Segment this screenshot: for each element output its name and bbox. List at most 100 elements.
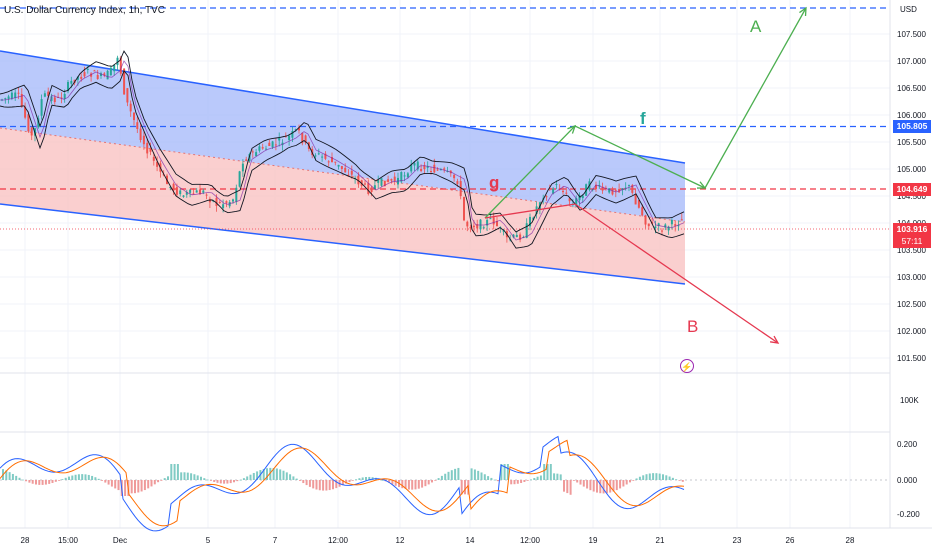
candle-body <box>139 128 142 141</box>
candle-body <box>631 185 634 193</box>
candle-body <box>443 168 446 170</box>
candle-body <box>24 106 27 118</box>
macd-histogram-bar <box>589 480 592 491</box>
candle-body <box>238 171 241 187</box>
candle-body <box>654 226 657 229</box>
candle-body <box>146 142 149 154</box>
macd-histogram-bar <box>539 475 542 480</box>
macd-histogram-bar <box>266 468 268 480</box>
macd-histogram-bar <box>94 477 97 480</box>
scenario-arrows <box>484 6 807 344</box>
time-tick-label: 19 <box>589 536 598 545</box>
macd-histogram-bar <box>305 480 308 486</box>
macd-pane <box>0 435 685 532</box>
scenario-up-leg <box>704 7 807 189</box>
candle-body <box>288 135 291 141</box>
candle-body <box>100 73 102 76</box>
candle-body <box>347 174 350 176</box>
candle-body <box>377 180 380 183</box>
macd-histogram-bar <box>101 480 103 481</box>
candle-body <box>215 197 218 206</box>
macd-histogram-bar <box>421 480 424 488</box>
macd-histogram-bar <box>318 480 321 491</box>
time-tick-label: 28 <box>21 536 30 545</box>
candle-body <box>265 148 267 150</box>
candle-body <box>20 93 23 107</box>
time-tick-label: Dec <box>113 536 127 545</box>
arrow-head <box>567 124 577 134</box>
macd-histogram-bar <box>84 474 87 480</box>
macd-histogram-bar <box>490 477 493 480</box>
candle-body <box>86 68 89 70</box>
candle-body <box>222 204 225 209</box>
macd-histogram-bar <box>312 480 315 489</box>
macd-histogram-bar <box>223 480 226 484</box>
signal-line <box>0 439 685 527</box>
macd-histogram-bar <box>167 476 169 480</box>
macd-histogram-bar <box>371 477 374 480</box>
macd-histogram-bar <box>25 480 28 482</box>
macd-histogram-bar <box>302 480 305 484</box>
candle-body <box>192 193 195 195</box>
arrow-head <box>769 335 780 344</box>
macd-histogram-bar <box>556 473 559 480</box>
macd-histogram-bar <box>226 480 229 484</box>
price-tick-label: 106.000 <box>897 111 926 120</box>
candle-body <box>156 161 159 167</box>
macd-histogram-bar <box>186 472 189 480</box>
macd-histogram-bar <box>325 480 328 491</box>
macd-histogram-bar <box>351 480 354 481</box>
macd-histogram-bar <box>530 479 532 481</box>
macd-histogram-bar <box>153 480 156 485</box>
macd-histogram-bar <box>213 480 216 482</box>
volume-scale-label: 100K <box>900 396 919 405</box>
candle-body <box>373 185 376 190</box>
macd-histogram-bar <box>671 477 674 480</box>
channel-upper-fill <box>0 51 685 222</box>
symbol-title[interactable]: U.S. Dollar Currency Index, 1h, TVC <box>4 5 165 16</box>
macd-histogram-bar <box>602 480 605 494</box>
candle-body <box>647 223 650 227</box>
macd-histogram-bar <box>549 464 552 480</box>
macd-histogram-bar <box>170 464 173 480</box>
candle-body <box>552 188 555 194</box>
macd-histogram-bar <box>21 479 24 481</box>
candle-body <box>109 67 112 76</box>
candle-body <box>113 64 116 72</box>
lightning-icon[interactable]: ⚡ <box>680 359 694 373</box>
macd-histogram-bar <box>526 480 529 481</box>
candle-body <box>565 192 568 194</box>
macd-histogram-bar <box>450 470 453 480</box>
candle-body <box>601 186 604 191</box>
candle-body <box>175 187 178 195</box>
macd-histogram-bar <box>638 476 641 480</box>
macd-histogram-bar <box>74 474 77 480</box>
candle-body <box>562 190 564 193</box>
macd-line <box>0 435 685 532</box>
candle-body <box>482 227 485 229</box>
macd-histogram-bar <box>533 478 536 480</box>
macd-histogram-bar <box>355 479 358 481</box>
countdown-label: 57:11 <box>893 235 931 248</box>
price-tick-label: 103.000 <box>897 273 926 282</box>
price-tick-label: 102.000 <box>897 327 926 336</box>
candle-body <box>512 234 515 238</box>
macd-histogram-bar <box>193 474 196 480</box>
macd-histogram-bar <box>68 476 70 480</box>
time-tick-label: 21 <box>656 536 665 545</box>
macd-tick-label: -0.200 <box>897 510 920 519</box>
price-tick-label: 105.500 <box>897 138 926 147</box>
time-tick-label: 7 <box>273 536 278 545</box>
macd-histogram-bar <box>48 480 51 484</box>
time-tick-label: 12:00 <box>520 536 541 545</box>
macd-histogram-bar <box>473 469 476 480</box>
macd-histogram-bar <box>140 480 143 492</box>
candle-body <box>298 127 300 131</box>
candle-body <box>199 189 201 195</box>
macd-histogram-bar <box>487 476 490 480</box>
candle-body <box>337 164 340 167</box>
macd-histogram-bar <box>437 478 440 480</box>
macd-histogram-bar <box>361 477 364 480</box>
